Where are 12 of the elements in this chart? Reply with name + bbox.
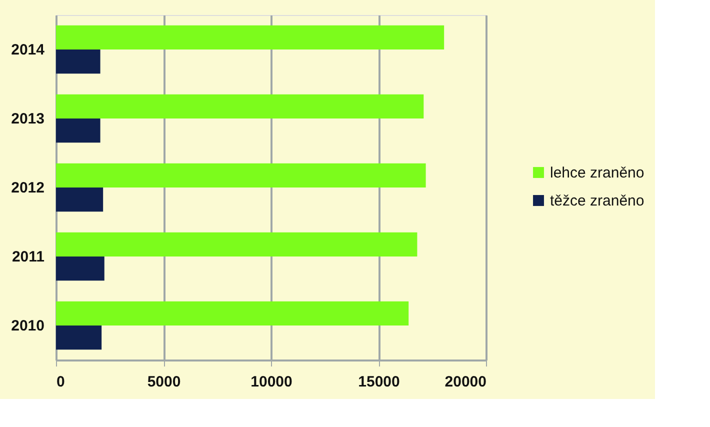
y-tick-label: 2011 <box>12 248 44 266</box>
x-tick-label: 0 <box>56 374 65 390</box>
y-tick-label: 2014 <box>11 42 46 58</box>
legend-label: těžce zraněno <box>550 192 644 210</box>
y-tick-label: 2010 <box>11 318 44 334</box>
x-tick-label: 20000 <box>444 374 486 390</box>
legend-label: lehce zraněno <box>550 164 644 182</box>
y-tick-label: 2013 <box>11 110 44 128</box>
y-tick-label: 2012 <box>11 180 44 196</box>
x-tick-label: 10000 <box>250 374 292 390</box>
x-tick-label: 15000 <box>358 374 400 390</box>
x-tick-label: 5000 <box>147 374 181 390</box>
